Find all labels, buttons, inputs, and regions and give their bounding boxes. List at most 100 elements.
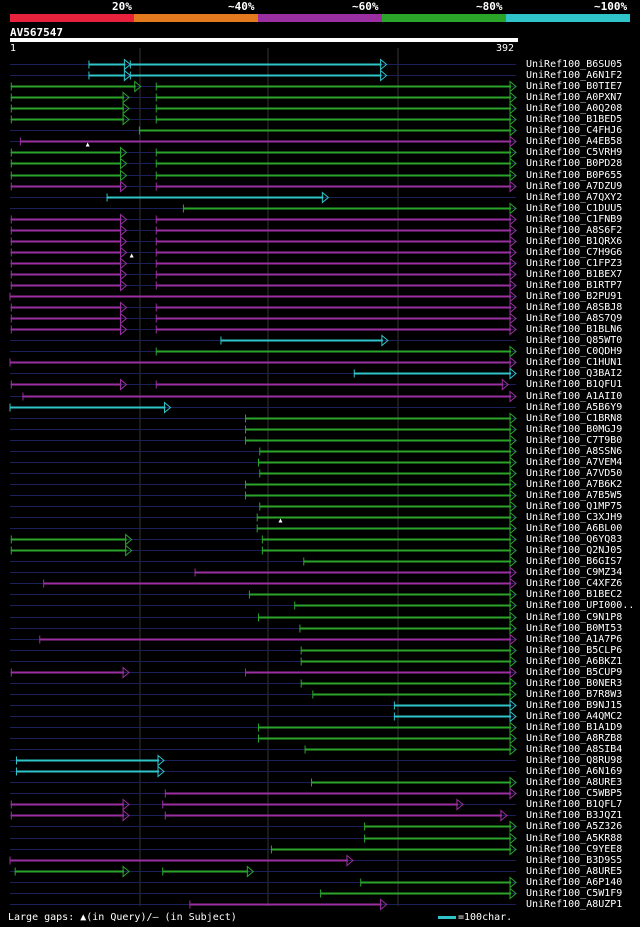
hit-end-arrow [122, 102, 130, 115]
hit-end-arrow [509, 290, 517, 303]
hit-label[interactable]: UniRef100_B1RTP7 [526, 279, 623, 291]
hit-label[interactable]: UniRef100_C5WBP5 [526, 787, 623, 799]
legend-label-20: 20% [112, 0, 132, 13]
hit-label[interactable]: UniRef100_B1BLN6 [526, 323, 623, 335]
hit-label[interactable]: UniRef100_C1FPZ3 [526, 257, 623, 269]
hit-label[interactable]: UniRef100_C1FNB9 [526, 213, 623, 225]
hit-end-arrow [509, 787, 517, 800]
hit-label[interactable]: UniRef100_Q3BAI2 [526, 367, 623, 379]
query-bar [10, 38, 518, 42]
hit-label[interactable]: UniRef100_B6GIS7 [526, 555, 623, 567]
hit-label[interactable]: UniRef100_A5KR88 [526, 832, 623, 844]
hit-label[interactable]: UniRef100_A6BL00 [526, 522, 623, 534]
hit-label[interactable]: UniRef100_A8SBJ8 [526, 301, 623, 313]
hit-end-arrow [509, 533, 517, 546]
hit-label[interactable]: UniRef100_C5W1F9 [526, 887, 623, 899]
hit-end-arrow [119, 279, 128, 292]
hit-label[interactable]: UniRef100_C1HUN1 [526, 356, 623, 368]
hit-label[interactable]: UniRef100_B1BEX7 [526, 268, 623, 280]
hit-label[interactable]: UniRef100_B1QFU1 [526, 378, 623, 390]
hit-label[interactable]: UniRef100_C9N1P8 [526, 611, 623, 623]
hit-end-arrow [509, 876, 517, 889]
hit-label[interactable]: UniRef100_A1AII0 [526, 390, 623, 402]
hit-label[interactable]: UniRef100_B1BED5 [526, 113, 623, 125]
hit-label[interactable]: UniRef100_C4FHJ6 [526, 124, 623, 136]
hit-label[interactable]: UniRef100_B9NJ15 [526, 699, 623, 711]
hit-end-arrow [509, 146, 517, 159]
hit-label[interactable]: UniRef100_B1QFL7 [526, 798, 623, 810]
hit-label[interactable]: UniRef100_A0Q208 [526, 102, 623, 114]
hit-label[interactable]: UniRef100_B0MGJ9 [526, 423, 623, 435]
hit-label[interactable]: UniRef100_A6P140 [526, 876, 623, 888]
hit-label[interactable]: UniRef100_Q1MP75 [526, 500, 623, 512]
hit-end-arrow [509, 489, 517, 502]
hit-label[interactable]: UniRef100_C1BRN8 [526, 412, 623, 424]
hit-label[interactable]: UniRef100_UPI000.. [526, 599, 635, 611]
hit-label[interactable]: UniRef100_Q2NJ05 [526, 544, 623, 556]
hit-label[interactable]: UniRef100_B0PD28 [526, 157, 623, 169]
hit-label[interactable]: UniRef100_B0P655 [526, 169, 623, 181]
hit-label[interactable]: UniRef100_C4XFZ6 [526, 577, 623, 589]
hit-end-arrow [509, 445, 517, 458]
hit-end-arrow [509, 135, 517, 148]
hit-label[interactable]: UniRef100_Q85WT0 [526, 334, 623, 346]
hit-label[interactable]: UniRef100_A4QMC2 [526, 710, 623, 722]
hit-label[interactable]: UniRef100_C0QDH9 [526, 345, 623, 357]
hit-label[interactable]: UniRef100_A8UZP1 [526, 898, 623, 910]
hit-label[interactable]: UniRef100_B1BEC2 [526, 588, 623, 600]
hit-label[interactable]: UniRef100_B1A1D9 [526, 721, 623, 733]
hit-label[interactable]: UniRef100_C5VRH9 [526, 146, 623, 158]
hit-label[interactable]: UniRef100_A1A7P6 [526, 633, 623, 645]
hit-end-arrow [119, 268, 128, 281]
hit-end-arrow [509, 91, 517, 104]
hit-label[interactable]: UniRef100_B0MI53 [526, 622, 623, 634]
hit-label[interactable]: UniRef100_A8S7Q9 [526, 312, 623, 324]
hit-end-arrow [509, 511, 517, 524]
hit-label[interactable]: UniRef100_B3JQZ1 [526, 809, 623, 821]
hit-label[interactable]: UniRef100_B3D9S5 [526, 854, 623, 866]
hit-label[interactable]: UniRef100_A8SIB4 [526, 743, 623, 755]
hit-label[interactable]: UniRef100_A8RZB8 [526, 732, 623, 744]
hit-end-arrow [509, 157, 517, 170]
hit-end-arrow [509, 224, 517, 237]
hit-label[interactable]: UniRef100_A7VD50 [526, 467, 623, 479]
hit-end-arrow [509, 312, 517, 325]
hit-label[interactable]: UniRef100_A7DZU9 [526, 180, 623, 192]
query-gap-marker [129, 253, 134, 258]
hit-label[interactable]: UniRef100_B0NER3 [526, 677, 623, 689]
hit-label[interactable]: UniRef100_A5Z326 [526, 820, 623, 832]
hit-label[interactable]: UniRef100_B5CLP6 [526, 644, 623, 656]
hit-label[interactable]: UniRef100_B2PU91 [526, 290, 623, 302]
hit-label[interactable]: UniRef100_B1QRX6 [526, 235, 623, 247]
hit-label[interactable]: UniRef100_A7B6K2 [526, 478, 623, 490]
hit-label[interactable]: UniRef100_Q6YQ83 [526, 533, 623, 545]
hit-label[interactable]: UniRef100_A8URE3 [526, 776, 623, 788]
hit-label[interactable]: UniRef100_A6N169 [526, 765, 623, 777]
hit-label[interactable]: UniRef100_C1DUU5 [526, 202, 623, 214]
hit-label[interactable]: UniRef100_A6BKZ1 [526, 655, 623, 667]
hit-label[interactable]: UniRef100_A8URE5 [526, 865, 623, 877]
hit-label[interactable]: UniRef100_C9YEE8 [526, 843, 623, 855]
hit-end-arrow [509, 235, 517, 248]
hit-label[interactable]: UniRef100_A7QXY2 [526, 191, 623, 203]
hit-label[interactable]: UniRef100_A8SSN6 [526, 445, 623, 457]
hit-label[interactable]: UniRef100_A0PXN7 [526, 91, 623, 103]
hit-label[interactable]: UniRef100_A7B5W5 [526, 489, 623, 501]
hit-label[interactable]: UniRef100_C3XJH9 [526, 511, 623, 523]
query-gap-marker [85, 142, 90, 147]
hit-label[interactable]: UniRef100_C9MZ34 [526, 566, 623, 578]
hit-label[interactable]: UniRef100_A5B6Y9 [526, 401, 623, 413]
hit-label[interactable]: UniRef100_B7R8W3 [526, 688, 623, 700]
hit-label[interactable]: UniRef100_A4EB58 [526, 135, 623, 147]
hit-label[interactable]: UniRef100_Q8RU98 [526, 754, 623, 766]
hit-label[interactable]: UniRef100_B0TIE7 [526, 80, 623, 92]
hit-label[interactable]: UniRef100_A8S6F2 [526, 224, 623, 236]
hit-label[interactable]: UniRef100_C7H9G6 [526, 246, 623, 258]
hit-label[interactable]: UniRef100_B5CUP9 [526, 666, 623, 678]
hit-label[interactable]: UniRef100_A6N1F2 [526, 69, 623, 81]
hit-end-arrow [509, 213, 517, 226]
hit-label[interactable]: UniRef100_B6SU05 [526, 58, 623, 70]
hit-label[interactable]: UniRef100_C7T9B0 [526, 434, 623, 446]
hit-end-arrow [509, 522, 517, 535]
hit-label[interactable]: UniRef100_A7VEM4 [526, 456, 623, 468]
